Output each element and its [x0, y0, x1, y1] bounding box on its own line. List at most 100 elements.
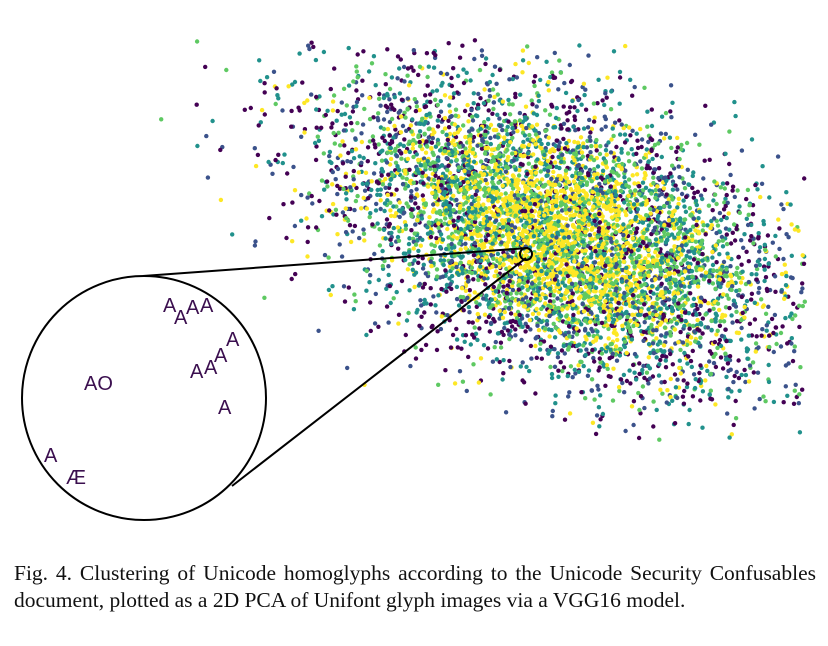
scatter-point: [510, 287, 516, 293]
scatter-point: [752, 300, 757, 305]
scatter-point: [647, 376, 653, 381]
scatter-point: [709, 397, 715, 402]
scatter-point: [346, 83, 352, 88]
scatter-point: [639, 202, 645, 207]
scatter-point: [732, 373, 737, 379]
scatter-point: [659, 191, 664, 197]
scatter-point: [780, 324, 785, 329]
scatter-point: [384, 217, 390, 222]
scatter-point: [711, 198, 716, 203]
scatter-point: [491, 100, 497, 105]
scatter-point: [591, 355, 596, 361]
scatter-point: [271, 69, 277, 75]
scatter-point: [399, 97, 405, 103]
scatter-point: [371, 138, 376, 143]
scatter-point: [285, 171, 290, 176]
scatter-point: [325, 184, 330, 189]
scatter-point: [644, 370, 650, 375]
scatter-point: [347, 223, 353, 228]
scatter-point: [771, 330, 776, 336]
scatter-point: [513, 312, 518, 317]
scatter-point: [407, 139, 412, 144]
scatter-point: [473, 216, 478, 221]
scatter-point: [623, 301, 629, 307]
scatter-point: [486, 117, 491, 122]
scatter-point: [549, 102, 554, 108]
scatter-point: [619, 146, 624, 152]
scatter-point: [735, 188, 740, 193]
scatter-point: [672, 244, 677, 249]
scatter-point: [389, 258, 395, 263]
scatter-point: [707, 278, 712, 284]
scatter-point: [488, 194, 493, 199]
scatter-point: [628, 133, 633, 138]
scatter-point: [710, 249, 715, 255]
scatter-point: [533, 132, 539, 137]
scatter-point: [373, 83, 378, 88]
scatter-point: [734, 369, 739, 375]
scatter-point: [332, 66, 337, 71]
scatter-point: [546, 79, 551, 85]
scatter-point: [620, 326, 625, 332]
scatter-point: [796, 401, 801, 406]
scatter-point: [720, 244, 726, 249]
scatter-point: [390, 172, 395, 178]
scatter-point: [558, 313, 564, 319]
scatter-point: [713, 286, 718, 291]
scatter-point: [564, 185, 569, 190]
scatter-point: [459, 231, 465, 237]
scatter-point: [347, 115, 353, 120]
scatter-point: [409, 189, 414, 194]
scatter-point: [455, 345, 460, 350]
scatter-point: [442, 149, 448, 154]
scatter-point: [421, 122, 427, 127]
scatter-point: [644, 166, 649, 171]
scatter-point: [403, 257, 408, 263]
scatter-point: [353, 136, 358, 141]
scatter-point: [696, 250, 702, 255]
scatter-point: [556, 182, 562, 187]
scatter-point: [597, 249, 602, 254]
scatter-point: [763, 275, 769, 280]
scatter-point: [404, 128, 409, 133]
scatter-point: [723, 351, 728, 356]
scatter-point: [408, 123, 414, 128]
scatter-point: [609, 252, 615, 257]
scatter-point: [669, 115, 674, 120]
scatter-point: [595, 383, 600, 388]
scatter-point: [550, 408, 555, 414]
scatter-point: [672, 372, 678, 377]
scatter-point: [536, 98, 542, 104]
scatter-point: [492, 196, 498, 201]
scatter-point: [383, 103, 388, 109]
scatter-point: [438, 326, 444, 332]
scatter-point: [510, 76, 515, 82]
scatter-point: [488, 122, 494, 128]
scatter-point: [284, 235, 289, 241]
scatter-point: [493, 289, 499, 294]
scatter-point: [416, 72, 421, 78]
scatter-point: [491, 106, 496, 112]
scatter-point: [314, 144, 319, 149]
scatter-point: [700, 389, 706, 394]
scatter-point: [562, 146, 568, 151]
scatter-point: [706, 203, 712, 208]
scatter-point: [492, 94, 497, 100]
scatter-point: [459, 346, 464, 351]
scatter-point: [690, 173, 695, 179]
scatter-point: [533, 343, 538, 349]
scatter-point: [736, 375, 742, 381]
scatter-point: [476, 106, 481, 111]
scatter-point: [693, 132, 698, 137]
scatter-point: [656, 141, 661, 146]
scatter-point: [346, 285, 351, 290]
scatter-point: [510, 283, 515, 289]
scatter-point: [763, 311, 769, 316]
scatter-point: [408, 363, 413, 369]
scatter-point: [656, 373, 662, 378]
scatter-point: [714, 313, 719, 318]
scatter-point: [430, 209, 436, 214]
scatter-point: [718, 355, 724, 360]
scatter-point: [416, 205, 421, 210]
scatter-point: [376, 142, 381, 147]
